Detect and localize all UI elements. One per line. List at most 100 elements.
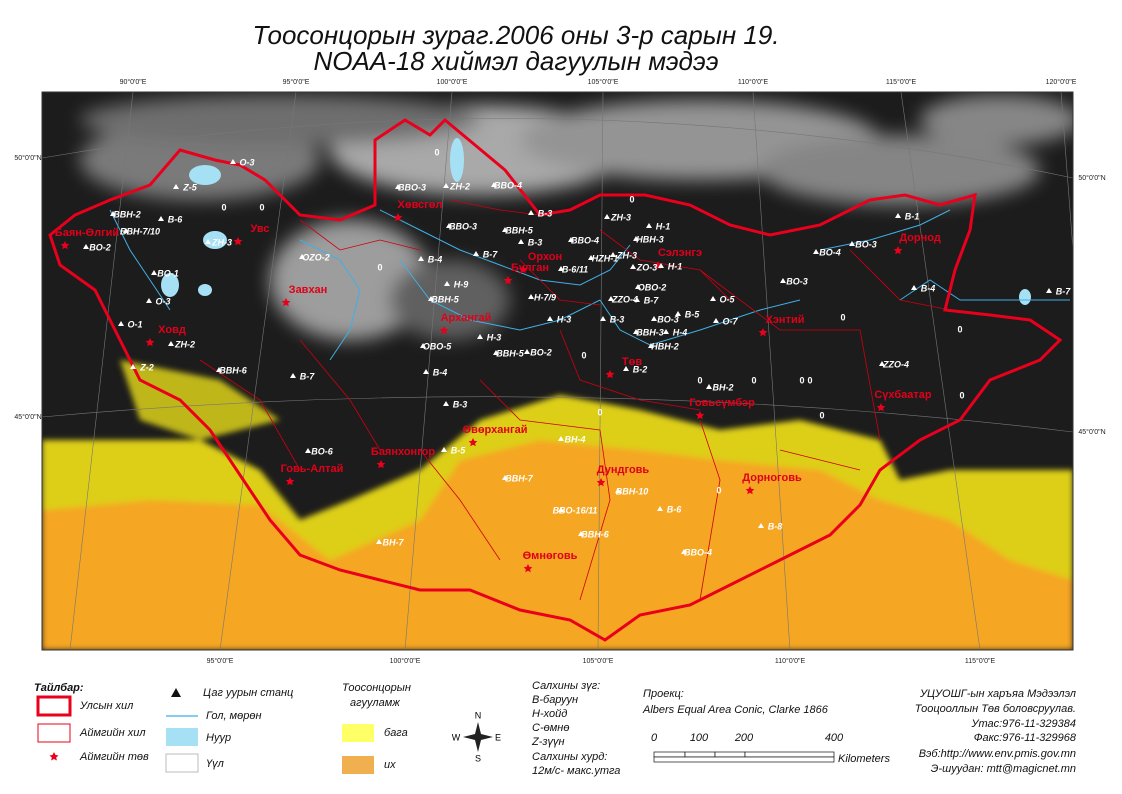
compass-s: S bbox=[475, 753, 481, 763]
graticule-label: 95°0'0"E bbox=[207, 657, 234, 665]
station-marker bbox=[130, 364, 136, 369]
aimag-center bbox=[518, 265, 528, 274]
station-marker bbox=[849, 241, 855, 246]
station-marker bbox=[651, 316, 657, 321]
wind-note: 12м/с- макс.утга bbox=[532, 765, 620, 777]
graticule-label: 50°0'0"N bbox=[1078, 174, 1105, 182]
station-label: BBO-4 bbox=[684, 547, 712, 557]
station-marker bbox=[420, 343, 426, 348]
rivers bbox=[109, 209, 1070, 361]
scale-bar: Kilometers 0 100 200 400 bbox=[651, 732, 891, 765]
graticule-label: 100°0'0"E bbox=[437, 78, 468, 86]
station-label: B-7 bbox=[1056, 286, 1071, 296]
aimag-center bbox=[503, 276, 513, 285]
station-marker bbox=[610, 252, 616, 257]
legend-aimag-border bbox=[37, 723, 71, 743]
graticule-label: 105°0'0"E bbox=[588, 78, 619, 86]
station-label: H-3 bbox=[487, 332, 502, 342]
station-marker bbox=[547, 316, 553, 321]
station-marker bbox=[558, 436, 564, 441]
station-label: BO-4 bbox=[819, 247, 841, 257]
station-label: B-4 bbox=[921, 283, 936, 293]
station-marker bbox=[706, 384, 712, 389]
legend-cloud bbox=[165, 753, 199, 773]
title-line-1: Тоосонцорын зураг.2006 оны 3-р сарын 19. bbox=[252, 20, 779, 50]
station-label: O-3 bbox=[155, 296, 170, 306]
station-label: H-1 bbox=[668, 261, 683, 271]
aimag-center bbox=[695, 411, 705, 420]
station-label: O-1 bbox=[127, 319, 142, 329]
station-label: Z-2 bbox=[139, 362, 154, 372]
aimag-name: Сүхбаатар bbox=[874, 389, 932, 401]
station-label: OZO-2 bbox=[302, 252, 330, 262]
legend-label: Улсын хил bbox=[79, 700, 133, 712]
wind-note: Z-зүүн bbox=[531, 736, 565, 748]
station-label: BBH-2 bbox=[113, 209, 141, 219]
wind-speed-label: 0 bbox=[716, 485, 721, 495]
station-label: HBH-2 bbox=[651, 341, 679, 351]
station-label: ZZO-4 bbox=[611, 294, 638, 304]
station-label: BO-1 bbox=[157, 268, 179, 278]
legend-aimag-center bbox=[49, 752, 59, 761]
legend-high-dust bbox=[342, 756, 374, 774]
station-marker bbox=[151, 270, 157, 275]
station-marker bbox=[518, 239, 524, 244]
wind-speed-label: 0 bbox=[697, 375, 702, 385]
station-label: BBH-5 bbox=[431, 294, 459, 304]
station-label: BBH-7/10 bbox=[120, 226, 160, 236]
station-marker bbox=[780, 278, 786, 283]
north-arrow: N E S W bbox=[452, 710, 501, 763]
station-label: BH-2 bbox=[712, 382, 733, 392]
aimag-name: Дундговь bbox=[597, 464, 650, 476]
aimag-center bbox=[605, 370, 615, 379]
projection-label: Проекц: bbox=[643, 688, 684, 700]
station-marker bbox=[1046, 288, 1052, 293]
station-marker bbox=[524, 349, 530, 354]
station-label: BO-6 bbox=[311, 446, 333, 456]
station-marker bbox=[615, 488, 621, 493]
wind-speed-label: 0 bbox=[434, 147, 439, 157]
station-marker bbox=[710, 296, 716, 301]
station-label: BBH-6 bbox=[581, 529, 609, 539]
station-label: BBH-3 bbox=[636, 327, 664, 337]
station-label: B-6 bbox=[168, 214, 183, 224]
station-label: B-2 bbox=[633, 364, 648, 374]
station-label: B-4 bbox=[433, 367, 448, 377]
wind-speed-label: 0 bbox=[840, 312, 845, 322]
station-marker bbox=[558, 507, 564, 512]
station-label: ZH-2 bbox=[174, 339, 195, 349]
wind-speed-label: 0 bbox=[629, 194, 634, 204]
station-label: ZZO-4 bbox=[882, 359, 909, 369]
station-label: B-6/11 bbox=[562, 264, 588, 274]
station-marker bbox=[428, 296, 434, 301]
title-line-2: NOAA-18 хиймэл дагуулын мэдээ bbox=[314, 46, 719, 76]
station-label: B-7 bbox=[644, 295, 659, 305]
station-label: BH-4 bbox=[564, 434, 585, 444]
station-marker bbox=[675, 311, 681, 316]
station-label: BBH-6 bbox=[219, 365, 247, 375]
station-label: OBO-2 bbox=[638, 282, 667, 292]
aimag-center bbox=[376, 460, 386, 469]
aimag-center bbox=[758, 328, 768, 337]
aimag-name: Орхон bbox=[528, 251, 562, 263]
wind-note: В-баруун bbox=[532, 694, 578, 706]
station-marker bbox=[299, 254, 305, 259]
station-marker bbox=[205, 239, 211, 244]
dust-legend-title: агууламж bbox=[350, 697, 400, 709]
lakes bbox=[161, 138, 1031, 305]
wind-speed-label: 0 bbox=[959, 390, 964, 400]
station-marker bbox=[110, 211, 116, 216]
station-label: ZH-3 bbox=[610, 212, 631, 222]
graticule-label: 50°0'0"N bbox=[14, 154, 41, 162]
station-marker bbox=[395, 184, 401, 189]
station-label: B-1 bbox=[905, 211, 920, 221]
station-label: ZH-3 bbox=[616, 250, 637, 260]
aimag-name: Дорнод bbox=[899, 232, 941, 244]
station-label: ZO-3 bbox=[636, 262, 658, 272]
legend-low-dust bbox=[342, 724, 374, 742]
station-label: B-7 bbox=[483, 249, 498, 259]
aimag-name: Говьсүмбэр bbox=[689, 397, 755, 409]
station-marker bbox=[493, 350, 499, 355]
aimag-center bbox=[876, 403, 886, 412]
station-label: H-1 bbox=[656, 221, 671, 231]
